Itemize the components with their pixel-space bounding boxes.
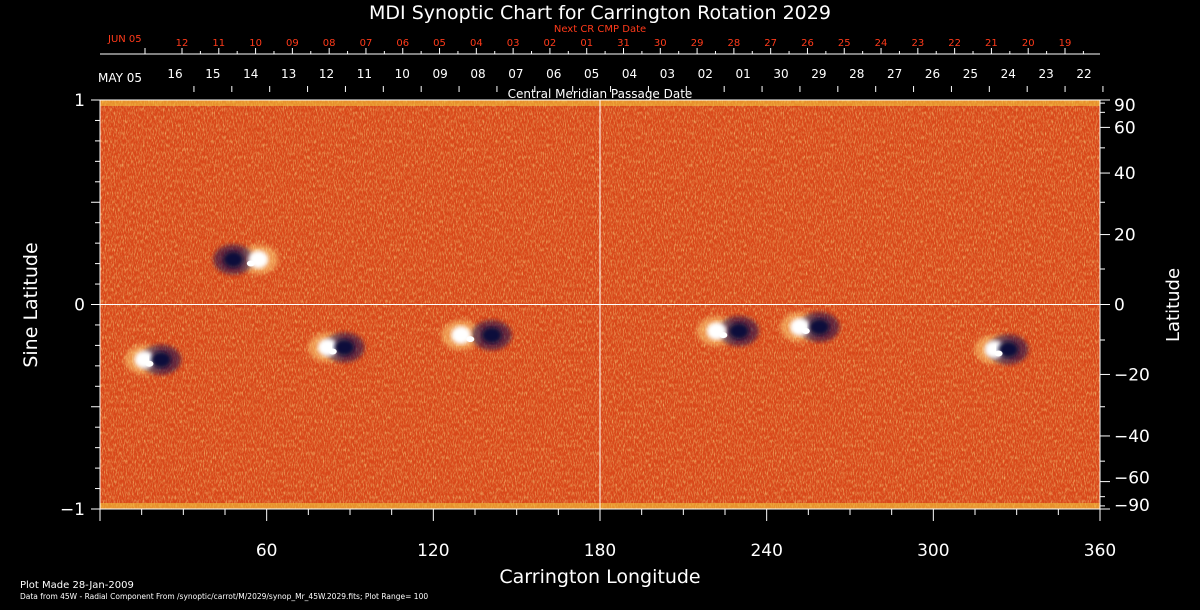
cmp-date: 03 (660, 67, 675, 81)
cmp-date: 02 (698, 67, 713, 81)
y-axis-left: 1 0 −1 (60, 91, 100, 520)
y-tick-label-right: 60 (1114, 118, 1136, 138)
cmp-date: 15 (205, 67, 220, 81)
cmp-date: 28 (849, 67, 864, 81)
active-region (213, 244, 279, 275)
y-tick-label-right: 40 (1114, 164, 1136, 184)
y-tick-label-right: −90 (1114, 496, 1150, 516)
next-cr-cmp-axis: Next CR CMP Date JUN 05 12 11 10 09 08 07 06 05… (100, 24, 1100, 55)
next-cr-date: 27 (764, 38, 777, 49)
chart-title: MDI Synoptic Chart for Carrington Rotati… (369, 2, 831, 24)
data-source-text: Data from 45W - Radial Component From /s… (20, 592, 428, 601)
y-tick-label-right: 90 (1114, 96, 1136, 116)
y-axis-label-left: Sine Latitude (20, 242, 42, 367)
next-cr-date: 22 (948, 38, 961, 49)
y-tick-label-right: −20 (1114, 365, 1150, 385)
cmp-date: 30 (773, 67, 788, 81)
next-cr-date: 11 (212, 38, 225, 49)
cmp-date: 05 (584, 67, 599, 81)
next-cr-date: 25 (838, 38, 851, 49)
x-tick-label: 240 (750, 541, 782, 561)
magnetogram-map (99, 99, 1101, 510)
cmp-date: 04 (622, 67, 637, 81)
next-cr-date: 04 (470, 38, 483, 49)
x-tick-label: 300 (917, 541, 949, 561)
cmp-date: 27 (887, 67, 902, 81)
y-tick-label-right: −40 (1114, 427, 1150, 447)
cmp-date: 09 (432, 67, 447, 81)
cmp-date: 25 (963, 67, 978, 81)
x-tick-label: 360 (1084, 541, 1116, 561)
y-tick-label-right: −60 (1114, 469, 1150, 489)
y-axis-label-right: Latitude (1163, 268, 1184, 342)
next-cr-date: 29 (691, 38, 704, 49)
y-tick-label-right: 0 (1114, 296, 1125, 316)
x-axis: 60 120 180 240 300 360 (99, 509, 1116, 561)
cmp-date: 14 (243, 67, 258, 81)
cmp-date: 13 (281, 67, 296, 81)
next-cr-cmp-label: Next CR CMP Date (554, 24, 646, 35)
cmp-date-axis: MAY 05 16 15 14 13 12 11 10 09 08 07 06 05 04 03 02 01 3… (98, 67, 1104, 101)
cmp-date: 11 (357, 67, 372, 81)
next-cr-date: 20 (1022, 38, 1035, 49)
next-cr-date: 12 (176, 38, 189, 49)
next-cr-date: 10 (249, 38, 262, 49)
y-tick-label-left: 0 (74, 296, 85, 316)
next-cr-date: 07 (360, 38, 373, 49)
next-cr-date: 02 (544, 38, 557, 49)
cmp-date: 22 (1076, 67, 1091, 81)
next-cr-date: 30 (654, 38, 667, 49)
cmp-date: 29 (811, 67, 826, 81)
next-cr-date: 09 (286, 38, 299, 49)
cmp-date: 10 (395, 67, 410, 81)
next-cr-cmp-month: JUN 05 (107, 34, 142, 45)
cmp-date: 16 (167, 67, 182, 81)
cmp-month: MAY 05 (98, 71, 142, 85)
cmp-date: 07 (508, 67, 523, 81)
next-cr-date: 28 (728, 38, 741, 49)
next-cr-date: 05 (433, 38, 446, 49)
next-cr-date: 08 (323, 38, 336, 49)
plot-made-text: Plot Made 28-Jan-2009 (20, 580, 134, 591)
cmp-date: 26 (925, 67, 940, 81)
next-cr-date: 24 (875, 38, 888, 49)
next-cr-date: 19 (1059, 38, 1072, 49)
cmp-date: 08 (470, 67, 485, 81)
active-region (307, 332, 365, 363)
y-tick-label-left: 1 (74, 91, 85, 111)
next-cr-date: 23 (911, 38, 924, 49)
next-cr-date: 03 (507, 38, 520, 49)
active-region (696, 316, 759, 347)
x-tick-label: 60 (256, 541, 278, 561)
cmp-date: 23 (1038, 67, 1053, 81)
cmp-date: 24 (1001, 67, 1016, 81)
x-axis-label: Carrington Longitude (499, 566, 700, 588)
next-cr-date: 21 (985, 38, 998, 49)
active-region (974, 334, 1029, 365)
next-cr-date: 26 (801, 38, 814, 49)
x-tick-label: 180 (584, 541, 616, 561)
y-tick-label-left: −1 (60, 500, 85, 520)
active-region (441, 320, 512, 351)
cmp-date: 06 (546, 67, 561, 81)
cmp-date: 12 (319, 67, 334, 81)
next-cr-date: 06 (396, 38, 409, 49)
cmp-date: 01 (735, 67, 750, 81)
y-tick-label-right: 20 (1114, 226, 1136, 246)
cmp-label: Central Meridian Passage Date (508, 87, 693, 101)
next-cr-date: 01 (580, 38, 593, 49)
active-region (780, 311, 840, 342)
active-region (124, 344, 182, 375)
x-tick-label: 120 (417, 541, 449, 561)
next-cr-date: 31 (617, 38, 630, 49)
